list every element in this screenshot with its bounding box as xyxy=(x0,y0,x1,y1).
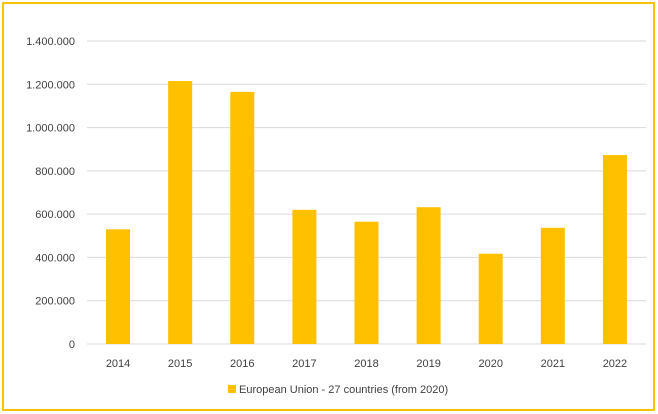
legend-label: European Union - 27 countries (from 2020… xyxy=(239,384,448,396)
y-tick-label: 1.400.000 xyxy=(26,36,75,48)
x-tick-label-2020: 2020 xyxy=(478,358,502,370)
y-tick-label: 200.000 xyxy=(35,296,75,308)
x-tick-label-2022: 2022 xyxy=(603,358,627,370)
x-tick-label-2019: 2019 xyxy=(416,358,440,370)
bar-2020 xyxy=(478,253,503,344)
bar-2021 xyxy=(540,227,565,344)
x-tick-label-2017: 2017 xyxy=(292,358,316,370)
bar-2019 xyxy=(416,207,441,344)
y-tick-label: 1.200.000 xyxy=(26,79,75,91)
y-axis-ticks: 0 200.000 400.000 600.000 800.000 1.000.000 1.… xyxy=(26,36,75,351)
bar-2022 xyxy=(602,155,627,344)
bar-2018 xyxy=(354,221,379,344)
bar-2017 xyxy=(292,209,317,344)
x-tick-label-2014: 2014 xyxy=(106,358,130,370)
x-axis-ticks: 2014 2015 2016 2017 2018 2019 2020 2021 2022 xyxy=(106,358,627,370)
y-tick-label: 600.000 xyxy=(35,209,75,221)
bar-2016 xyxy=(230,91,255,344)
x-tick-label-2015: 2015 xyxy=(168,358,192,370)
bar-2014 xyxy=(106,229,131,344)
y-tick-label: 400.000 xyxy=(35,252,75,264)
y-tick-label: 800.000 xyxy=(35,166,75,178)
legend-swatch xyxy=(228,385,236,393)
y-tick-label: 0 xyxy=(69,339,75,351)
bar-2015 xyxy=(168,81,193,345)
y-tick-label: 1.000.000 xyxy=(26,123,75,135)
legend: European Union - 27 countries (from 2020… xyxy=(228,384,448,396)
x-tick-label-2018: 2018 xyxy=(354,358,378,370)
bars xyxy=(106,81,627,345)
x-tick-label-2016: 2016 xyxy=(230,358,254,370)
x-tick-label-2021: 2021 xyxy=(541,358,565,370)
